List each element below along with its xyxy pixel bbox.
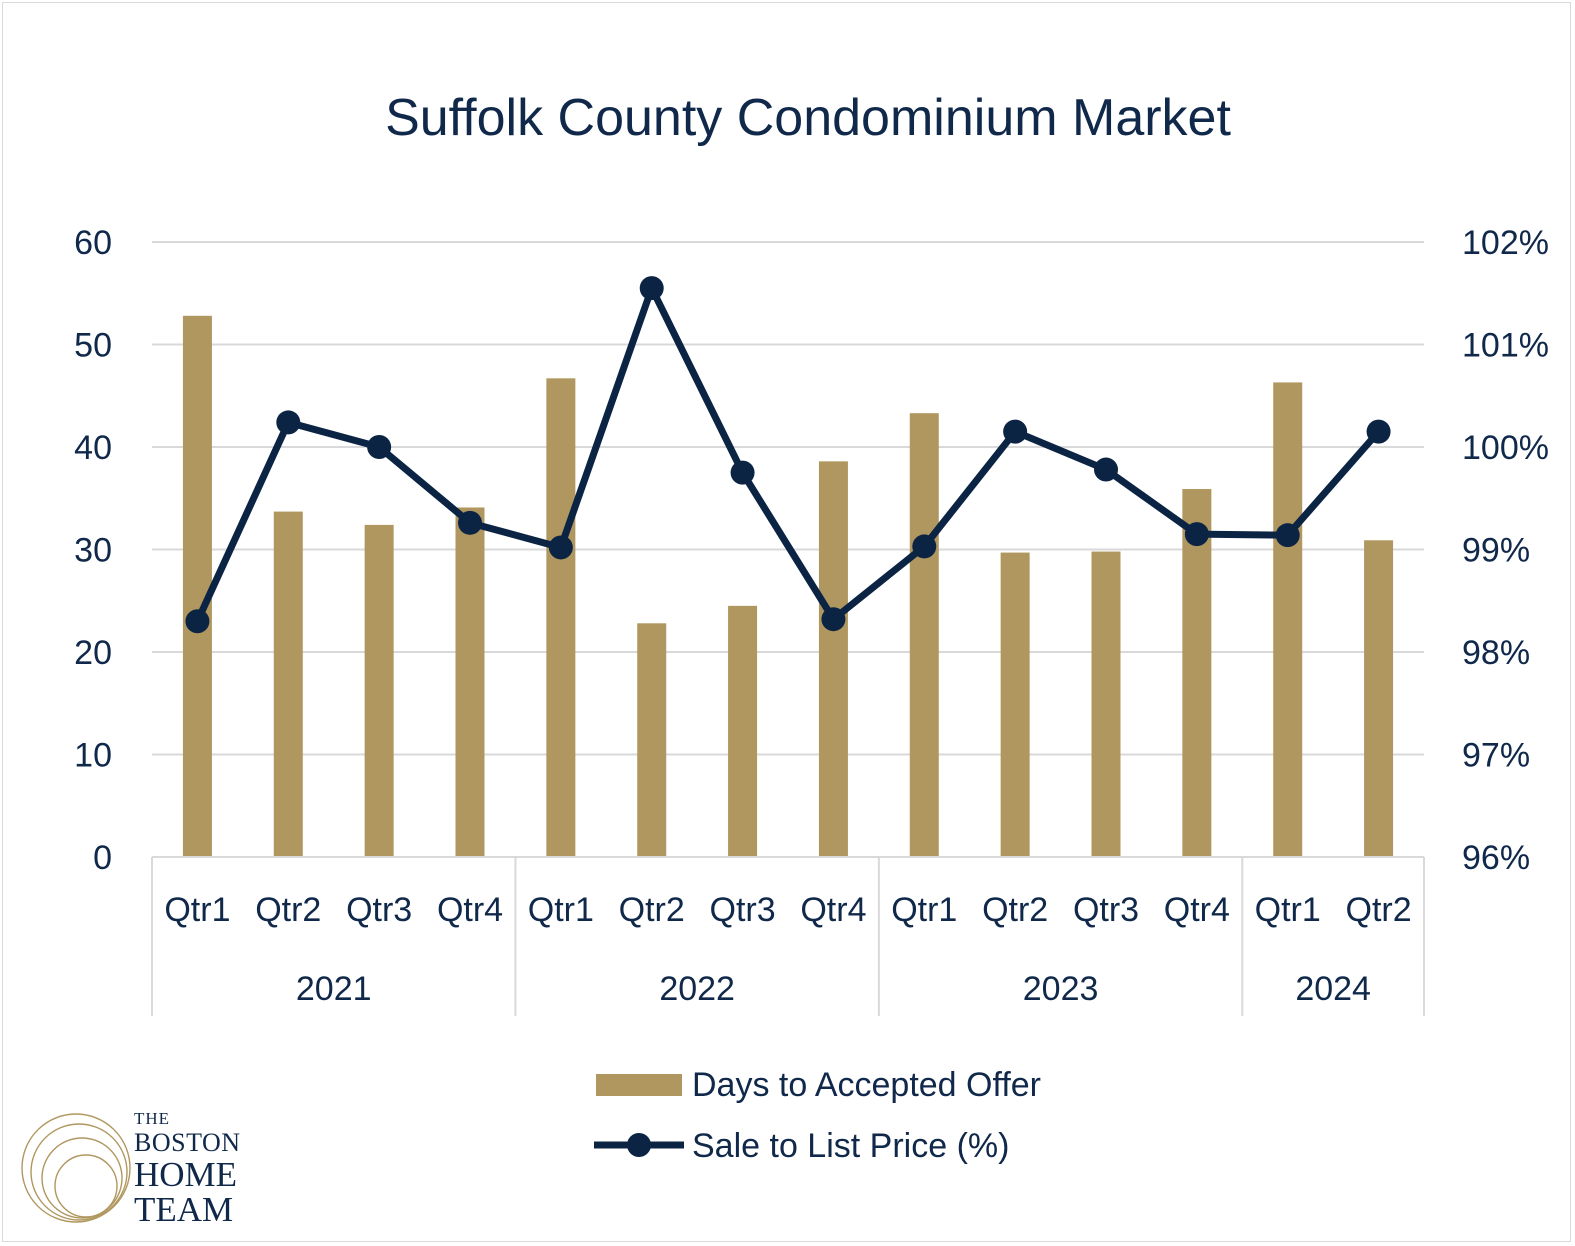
line-point bbox=[821, 607, 846, 632]
y-left-tick-label: 30 bbox=[74, 532, 112, 570]
x-group-label: 2022 bbox=[659, 970, 735, 1008]
boston-home-team-logo-icon bbox=[21, 1113, 131, 1223]
legend-bar-swatch bbox=[596, 1074, 682, 1096]
x-group-label: 2023 bbox=[1023, 970, 1099, 1008]
brand-line-team: TEAM bbox=[134, 1190, 234, 1229]
line-series bbox=[185, 276, 1391, 634]
line-point bbox=[276, 410, 301, 435]
bar bbox=[909, 413, 939, 857]
bar bbox=[546, 378, 576, 857]
y-left-tick-label: 10 bbox=[74, 737, 112, 775]
y-left-tick-label: 20 bbox=[74, 634, 112, 672]
y-right-tick-label: 100% bbox=[1462, 429, 1549, 467]
line-point bbox=[730, 460, 755, 485]
brand-line-boston: BOSTON bbox=[134, 1128, 241, 1157]
brand-line-the: THE bbox=[134, 1109, 171, 1128]
legend-line-marker bbox=[627, 1133, 651, 1157]
y-right-tick-label: 96% bbox=[1462, 839, 1530, 877]
line-point bbox=[1275, 523, 1300, 548]
bar bbox=[728, 605, 758, 857]
y-left-tick-label: 0 bbox=[93, 839, 112, 877]
y-axis-left: 0 10 20 30 40 50 60 bbox=[74, 224, 112, 877]
bar bbox=[637, 623, 667, 857]
x-tick-label: Qtr4 bbox=[437, 891, 503, 929]
bar bbox=[1091, 551, 1121, 857]
bar bbox=[182, 315, 212, 857]
brand-wordmark: THE BOSTON HOME TEAM bbox=[134, 1110, 241, 1227]
x-tick-label: Qtr2 bbox=[619, 891, 685, 929]
line-point bbox=[185, 609, 210, 634]
line-point bbox=[1003, 419, 1028, 444]
legend-label-days: Days to Accepted Offer bbox=[692, 1066, 1041, 1104]
chart-title: Suffolk County Condominium Market bbox=[385, 89, 1231, 147]
brand-line-home: HOME bbox=[134, 1155, 238, 1194]
x-tick-label: Qtr3 bbox=[346, 891, 412, 929]
line-point bbox=[1094, 457, 1118, 482]
line-point bbox=[1184, 522, 1209, 547]
line-point bbox=[548, 535, 573, 560]
legend: Days to Accepted Offer Sale to List Price… bbox=[594, 1066, 1041, 1165]
bar bbox=[364, 524, 394, 857]
y-axis-right: 96% 97% 98% 99% 100% 101% 102% bbox=[1462, 224, 1549, 877]
x-tick-label: Qtr2 bbox=[255, 891, 321, 929]
x-axis: Qtr1 Qtr2 Qtr3 Qtr4 Qtr1 Qtr2 Qtr3 Qtr4 Qtr1 Qtr2… bbox=[151, 856, 1425, 1016]
x-tick-label: Qtr2 bbox=[1346, 891, 1412, 929]
y-right-tick-label: 97% bbox=[1462, 737, 1530, 775]
x-tick-label: Qtr1 bbox=[891, 891, 957, 929]
line-point bbox=[367, 435, 392, 459]
bar-series bbox=[182, 315, 1394, 857]
x-tick-label: Qtr4 bbox=[1164, 891, 1230, 929]
y-left-tick-label: 40 bbox=[74, 429, 112, 467]
line-point bbox=[458, 510, 482, 535]
line-point bbox=[1366, 419, 1391, 444]
y-right-tick-label: 99% bbox=[1462, 532, 1530, 570]
x-tick-label: Qtr1 bbox=[1255, 891, 1321, 929]
bar bbox=[455, 507, 485, 857]
x-group-label: 2021 bbox=[296, 970, 372, 1008]
bar bbox=[1364, 540, 1394, 857]
x-tick-label: Qtr3 bbox=[1073, 891, 1139, 929]
line-point bbox=[639, 276, 664, 301]
series-line bbox=[194, 284, 1382, 623]
gridlines bbox=[152, 241, 1424, 756]
line-point bbox=[912, 534, 937, 559]
y-left-tick-label: 50 bbox=[74, 327, 112, 365]
x-tick-label: Qtr4 bbox=[800, 891, 866, 929]
x-group-label: 2024 bbox=[1295, 970, 1371, 1008]
y-right-tick-label: 102% bbox=[1462, 224, 1549, 262]
x-tick-label: Qtr1 bbox=[164, 891, 230, 929]
bar bbox=[818, 461, 848, 857]
y-left-tick-label: 60 bbox=[74, 224, 112, 262]
legend-label-sale: Sale to List Price (%) bbox=[692, 1127, 1009, 1165]
x-tick-label: Qtr1 bbox=[528, 891, 594, 929]
bar bbox=[1000, 552, 1030, 857]
y-right-tick-label: 98% bbox=[1462, 634, 1530, 672]
y-right-tick-label: 101% bbox=[1462, 327, 1549, 365]
bar bbox=[273, 511, 303, 857]
bar bbox=[1182, 489, 1212, 857]
bar bbox=[1273, 382, 1303, 857]
x-tick-label: Qtr2 bbox=[982, 891, 1048, 929]
x-tick-label: Qtr3 bbox=[710, 891, 776, 929]
